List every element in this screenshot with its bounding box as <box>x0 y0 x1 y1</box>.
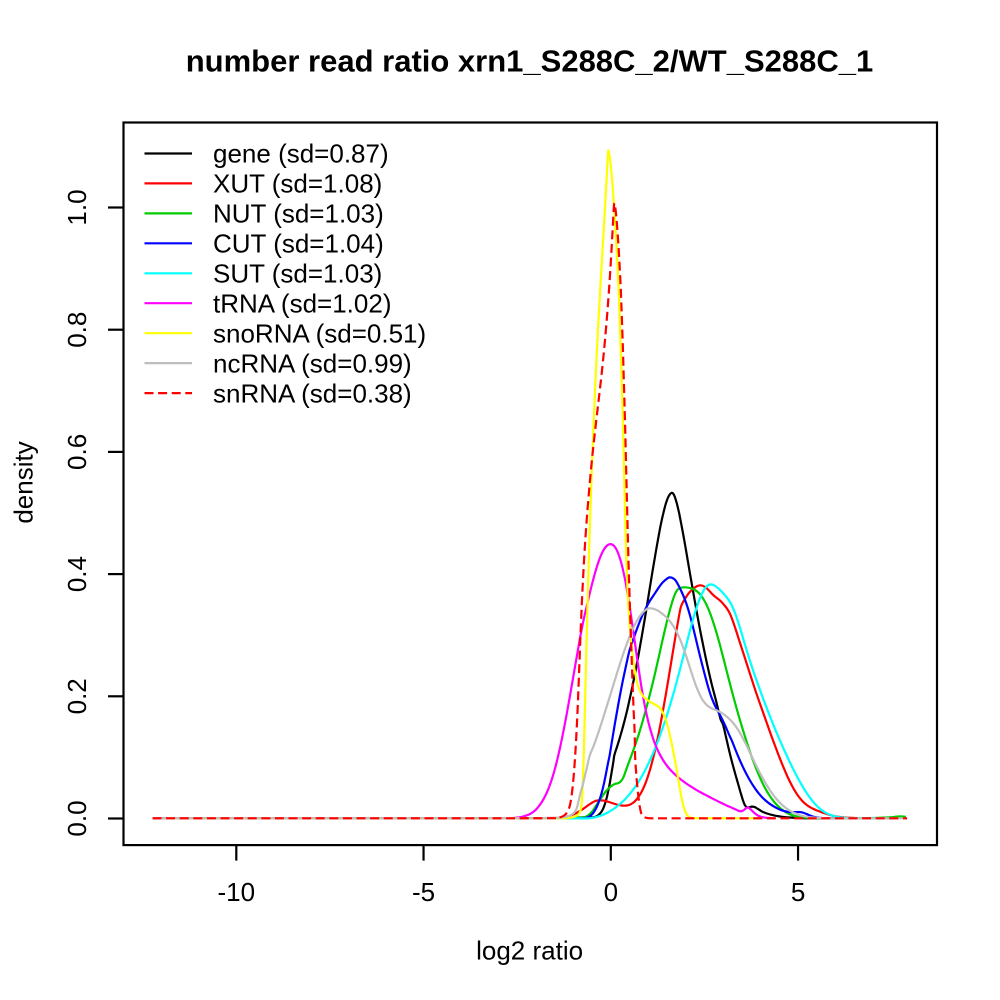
svg-text:snRNA (sd=0.38): snRNA (sd=0.38) <box>213 378 412 408</box>
svg-text:1.0: 1.0 <box>62 189 92 225</box>
svg-text:NUT (sd=1.03): NUT (sd=1.03) <box>213 199 384 229</box>
svg-text:ncRNA (sd=0.99): ncRNA (sd=0.99) <box>213 348 412 378</box>
svg-text:-10: -10 <box>218 877 256 907</box>
svg-text:0: 0 <box>604 877 618 907</box>
svg-text:0.2: 0.2 <box>62 678 92 714</box>
svg-text:-5: -5 <box>412 877 435 907</box>
svg-text:0.6: 0.6 <box>62 434 92 470</box>
svg-text:density: density <box>8 441 38 523</box>
svg-text:log2 ratio: log2 ratio <box>476 936 583 966</box>
svg-text:snoRNA (sd=0.51): snoRNA (sd=0.51) <box>213 318 426 348</box>
svg-text:XUT (sd=1.08): XUT (sd=1.08) <box>213 169 382 199</box>
svg-text:tRNA (sd=1.02): tRNA (sd=1.02) <box>213 288 391 318</box>
svg-text:gene (sd=0.87): gene (sd=0.87) <box>213 139 389 169</box>
svg-text:0.4: 0.4 <box>62 556 92 592</box>
svg-text:0.8: 0.8 <box>62 312 92 348</box>
svg-text:CUT (sd=1.04): CUT (sd=1.04) <box>213 229 384 259</box>
svg-text:5: 5 <box>791 877 805 907</box>
svg-text:SUT (sd=1.03): SUT (sd=1.03) <box>213 259 382 289</box>
svg-text:number read ratio xrn1_S288C_2: number read ratio xrn1_S288C_2/WT_S288C_… <box>186 44 873 79</box>
svg-text:0.0: 0.0 <box>62 800 92 836</box>
